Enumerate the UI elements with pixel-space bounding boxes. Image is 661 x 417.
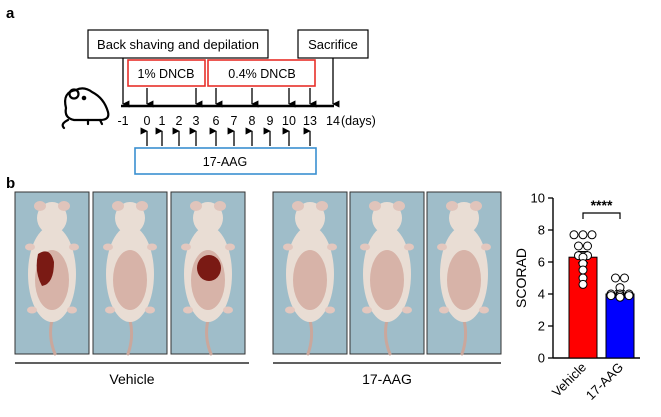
data-point [574, 241, 583, 251]
shaving-label: Back shaving and depilation [97, 37, 259, 52]
y-axis-label: SCORAD [513, 248, 529, 308]
data-point [578, 265, 588, 275]
sacrifice-box [297, 29, 369, 59]
significance-stars: **** [591, 197, 613, 213]
day-label: 7 [231, 114, 238, 128]
panel-a-letter: a [6, 5, 15, 22]
data-point [583, 241, 592, 251]
shaving-box [87, 29, 269, 59]
data-point [624, 291, 634, 301]
x-tick-label: 17-AAG [583, 360, 626, 403]
treated-group-label: 17-AAG [362, 371, 412, 387]
y-tick-label: 10 [531, 191, 545, 206]
y-tick-label: 2 [538, 319, 545, 334]
data-point [615, 292, 625, 302]
vehicle-group-label: Vehicle [109, 371, 154, 387]
y-tick-label: 6 [538, 255, 545, 270]
mouse-icon [61, 87, 110, 130]
bar [605, 293, 635, 359]
data-point [569, 230, 579, 240]
day-label: 10 [282, 114, 296, 128]
mouse-photo [14, 191, 90, 356]
panel-b-letter: b [6, 175, 15, 192]
mouse-photos [14, 191, 502, 356]
data-point [620, 273, 629, 283]
day-label: 6 [213, 114, 220, 128]
dncb-arrows [146, 88, 317, 108]
significance-bracket [582, 212, 621, 219]
sacrifice-label: Sacrifice [308, 37, 358, 52]
day-label: 1 [159, 114, 166, 128]
y-tick-label: 8 [538, 223, 545, 238]
mouse-photo [349, 191, 425, 356]
mouse-photo [272, 191, 348, 356]
data-point [606, 291, 616, 301]
mouse-photo [92, 191, 168, 356]
y-tick-label: 0 [538, 351, 545, 366]
treatment-label: 17-AAG [203, 155, 247, 169]
day-label: 8 [249, 114, 256, 128]
day-label: 13 [303, 114, 317, 128]
day-label: 9 [267, 114, 274, 128]
day-label: 3 [193, 114, 200, 128]
dncb-1-label: 1% DNCB [138, 67, 195, 81]
day-label: 14 [326, 114, 340, 128]
data-point [578, 279, 588, 289]
data-point [611, 273, 620, 283]
dncb-04-box [207, 59, 316, 87]
dncb-1-box [127, 59, 206, 87]
day-label: -1 [117, 114, 128, 128]
day-label: 0 [144, 114, 151, 128]
day-labels: -1 0 1 2 3 6 7 8 9 10 13 14 (days) [117, 114, 375, 128]
mouse-photo [426, 191, 502, 356]
treatment-arrows [140, 127, 311, 146]
mouse-photo [170, 191, 246, 356]
days-unit: (days) [341, 114, 376, 128]
data-point [578, 230, 588, 240]
y-tick-label: 4 [538, 287, 545, 302]
dncb-04-label: 0.4% DNCB [228, 67, 295, 81]
day-label: 2 [176, 114, 183, 128]
treatment-box [134, 147, 317, 175]
data-point [587, 230, 597, 240]
